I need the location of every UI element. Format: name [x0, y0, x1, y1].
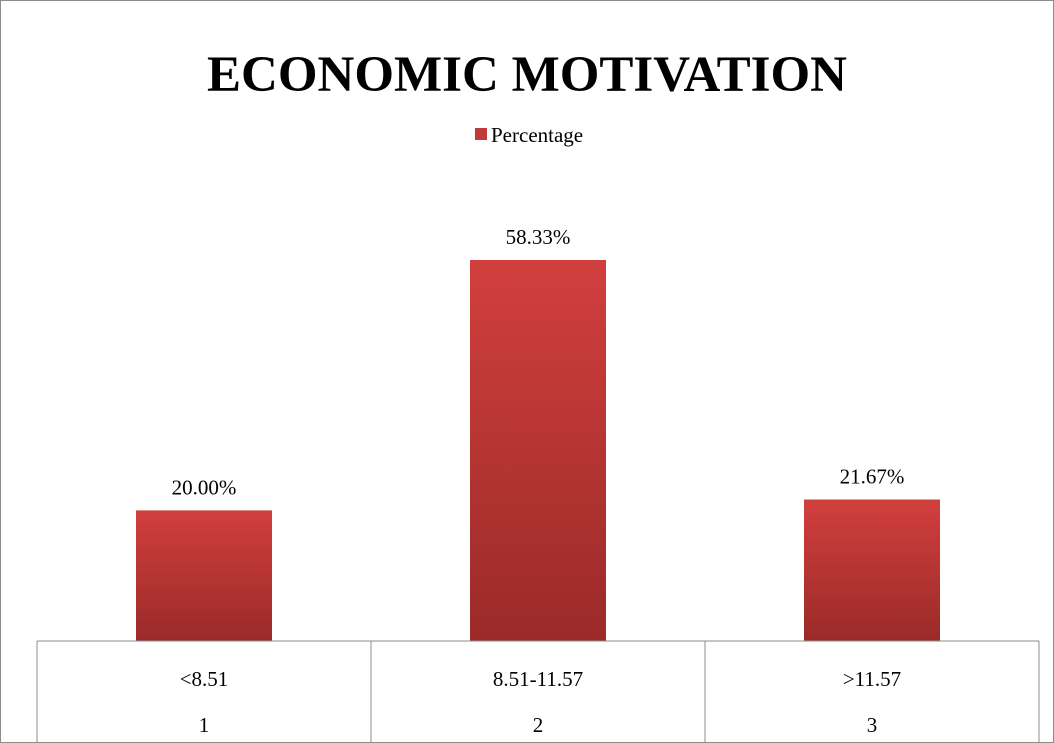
bar-3	[804, 499, 940, 641]
data-labels-group: 20.00% 58.33% 21.67%	[172, 225, 905, 499]
data-label-1: 20.00%	[172, 475, 237, 499]
category-tick-label: <8.51	[180, 667, 229, 691]
bars-group	[136, 260, 940, 641]
chart-title: ECONOMIC MOTIVATION	[207, 47, 847, 103]
data-label-2: 58.33%	[506, 225, 571, 249]
data-label-3: 21.67%	[840, 465, 905, 489]
category-group-label: 3	[867, 713, 878, 737]
category-tick-label: 8.51-11.57	[493, 667, 583, 691]
legend-swatch	[475, 128, 487, 140]
category-axis-table: <8.51 1 8.51-11.57 2 >11.57 3	[36, 640, 1040, 742]
category-tick-label: >11.57	[843, 667, 901, 691]
bar-2	[470, 260, 606, 641]
category-group-label: 2	[533, 713, 544, 737]
bar-1	[136, 510, 272, 641]
legend-label: Percentage	[491, 123, 583, 147]
category-group-label: 1	[199, 713, 210, 737]
legend: Percentage	[475, 123, 583, 147]
